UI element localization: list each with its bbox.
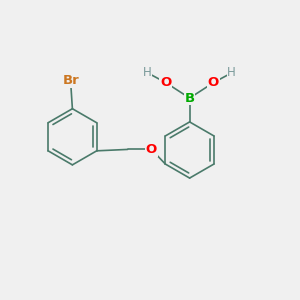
Text: H: H	[227, 66, 236, 79]
Text: O: O	[208, 76, 219, 89]
Text: O: O	[160, 76, 171, 89]
Text: H: H	[143, 66, 152, 79]
Text: B: B	[184, 92, 195, 105]
Text: Br: Br	[62, 74, 79, 87]
Text: O: O	[146, 143, 157, 156]
